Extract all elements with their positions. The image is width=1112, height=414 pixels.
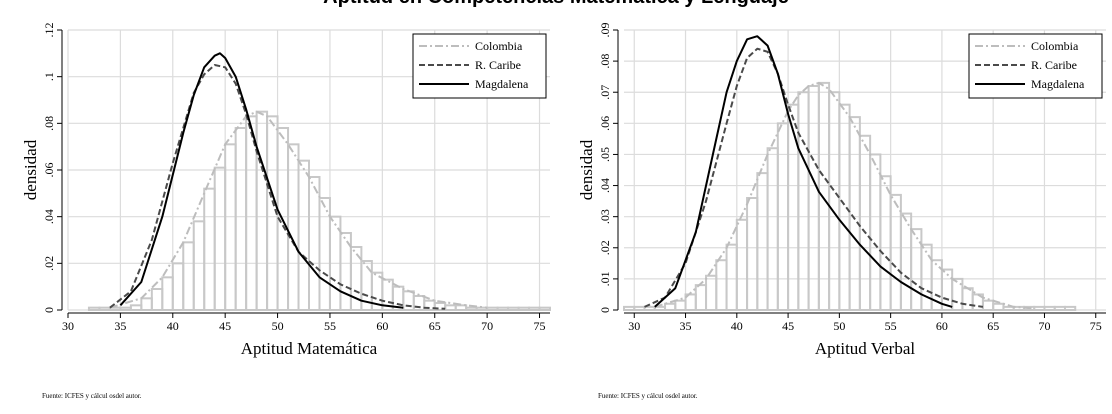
y-tick-label: .05 bbox=[598, 147, 612, 162]
y-tick-label: .06 bbox=[598, 116, 612, 131]
series-line-magdalena bbox=[654, 35, 953, 308]
histogram-bar bbox=[538, 306, 551, 311]
y-tick-label: .04 bbox=[598, 178, 612, 193]
x-tick-label: 60 bbox=[376, 319, 388, 333]
x-tick-label: 50 bbox=[272, 319, 284, 333]
y-tick-label: .1 bbox=[42, 72, 56, 81]
y-axis-label: densidad bbox=[21, 139, 40, 200]
series-line-colombia bbox=[109, 110, 488, 309]
x-tick-label: 50 bbox=[833, 319, 845, 333]
y-tick-label: .02 bbox=[598, 240, 612, 255]
y-tick-label: .09 bbox=[598, 23, 612, 38]
density-chart-matematica: 30 35 40 45 50 55 60 65 70 75 0 .02 .04 .06 .08 .1 .12 Ap… bbox=[21, 23, 551, 358]
x-tick-label: 65 bbox=[987, 319, 999, 333]
x-tick-label: 65 bbox=[429, 319, 441, 333]
x-tick-label: 60 bbox=[936, 319, 948, 333]
legend-label: Magdalena bbox=[475, 77, 529, 91]
legend-label: R. Caribe bbox=[475, 58, 521, 72]
x-tick-label: 70 bbox=[1038, 319, 1050, 333]
legend-box bbox=[412, 33, 547, 99]
x-tick-label: 45 bbox=[219, 319, 231, 333]
x-tick-label: 30 bbox=[628, 319, 640, 333]
y-tick-label: .08 bbox=[598, 54, 612, 69]
series-line-r-caribe bbox=[644, 47, 984, 308]
chart-panel-matematica: 30 35 40 45 50 55 60 65 70 75 0 .02 .04 .06 .08 .1 .12 Ap… bbox=[2, 14, 554, 412]
density-chart-verbal: 30 35 40 45 50 55 60 65 70 75 0 .01 .02 .03 .04 .05 .06.… bbox=[577, 23, 1106, 358]
source-note: Fuente: ICFES y cálcul osdel autor. bbox=[42, 392, 142, 400]
legend-label: R. Caribe bbox=[1031, 58, 1077, 72]
x-tick-label: 45 bbox=[782, 319, 794, 333]
x-tick-label: 55 bbox=[885, 319, 897, 333]
y-tick-label: .06 bbox=[42, 163, 56, 178]
y-tick-label: .01 bbox=[598, 271, 612, 286]
y-tick-label: .04 bbox=[42, 209, 56, 224]
x-tick-label: 30 bbox=[62, 319, 74, 333]
y-tick-label: .12 bbox=[42, 23, 56, 38]
x-tick-label: 40 bbox=[167, 319, 179, 333]
x-tick-label: 35 bbox=[114, 319, 126, 333]
y-axis-label: densidad bbox=[577, 139, 596, 200]
x-tick-label: 75 bbox=[1090, 319, 1102, 333]
x-tick-label: 75 bbox=[534, 319, 546, 333]
y-tick-label: 0 bbox=[42, 307, 56, 313]
chart-panel-verbal: 30 35 40 45 50 55 60 65 70 75 0 .01 .02 .03 .04 .05 .06.… bbox=[558, 14, 1110, 412]
legend-label: Colombia bbox=[475, 39, 523, 53]
x-axis-label: Aptitud Matemática bbox=[241, 339, 378, 358]
y-tick-label: .07 bbox=[598, 85, 612, 100]
x-tick-label: 40 bbox=[731, 319, 743, 333]
y-tick-label: .02 bbox=[42, 256, 56, 271]
histogram-bar bbox=[1063, 305, 1077, 311]
x-axis-label: Aptitud Verbal bbox=[815, 339, 916, 358]
figure-title: Aptitud en Competencias Matemática y Len… bbox=[0, 0, 1112, 9]
x-tick-label: 70 bbox=[481, 319, 493, 333]
source-note: Fuente: ICFES y cálcul osdel autor. bbox=[598, 392, 698, 400]
x-tick-label: 35 bbox=[680, 319, 692, 333]
series-line-r-caribe bbox=[109, 64, 446, 310]
y-tick-label: .03 bbox=[598, 209, 612, 224]
y-tick-label: .08 bbox=[42, 116, 56, 131]
y-tick-label: 0 bbox=[598, 307, 612, 313]
legend-label: Magdalena bbox=[1031, 77, 1085, 91]
legend-box bbox=[968, 33, 1103, 99]
legend-label: Colombia bbox=[1031, 39, 1079, 53]
x-tick-label: 55 bbox=[324, 319, 336, 333]
series-line-magdalena bbox=[119, 52, 404, 309]
